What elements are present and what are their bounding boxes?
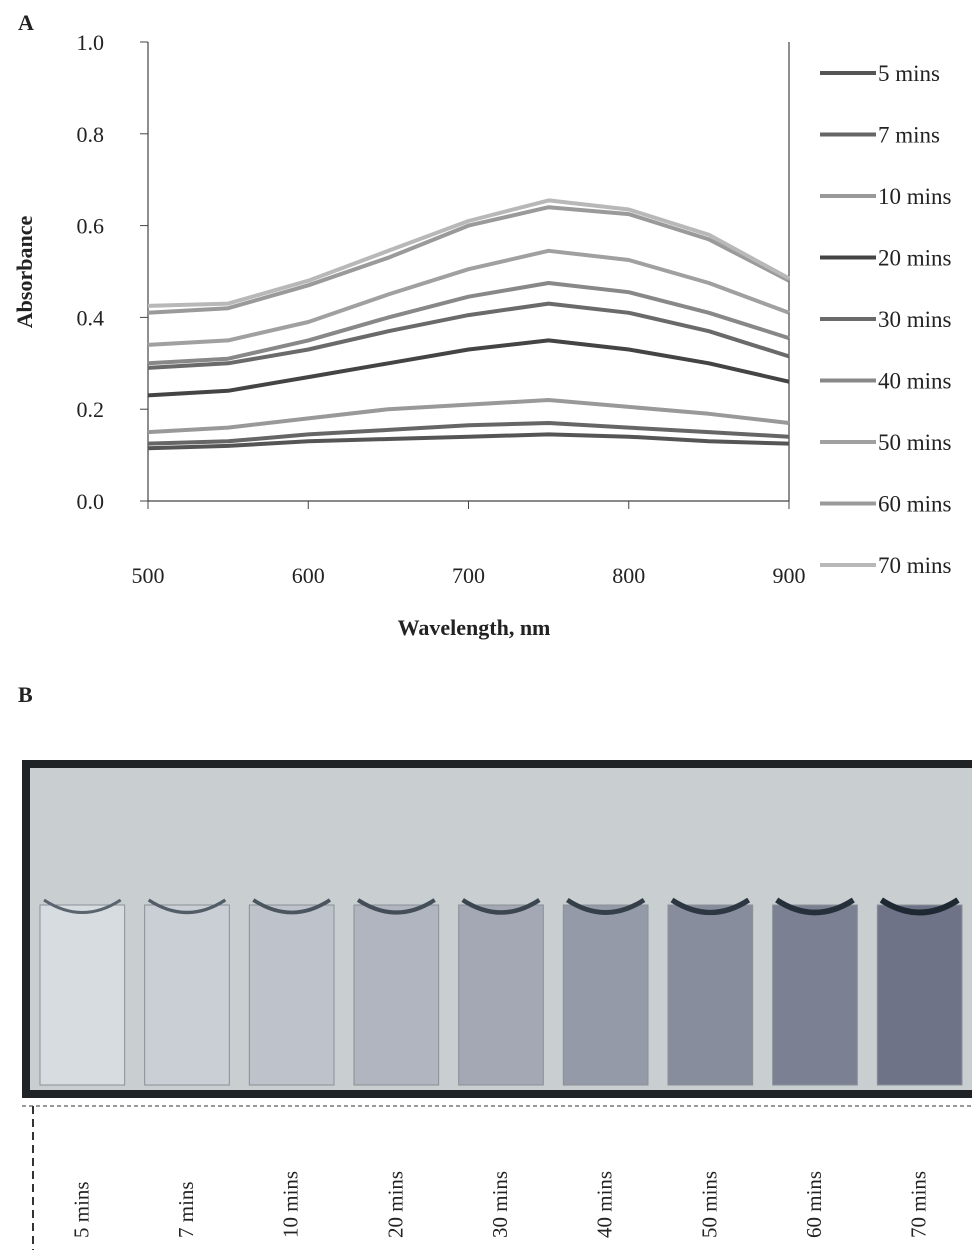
data-line — [147, 281, 790, 366]
vial-liquid — [248, 904, 335, 1086]
legend-label: 60 mins — [878, 492, 952, 517]
data-line — [147, 432, 790, 451]
y-tick-label: 1.0 — [77, 30, 105, 55]
x-axis-title: Wavelength, nm — [398, 615, 551, 640]
x-tick-label: 600 — [292, 563, 325, 588]
data-line — [147, 198, 790, 308]
vial-meniscus — [670, 897, 751, 916]
x-tick-label: 900 — [773, 563, 806, 588]
data-line — [147, 398, 790, 435]
legend-label: 10 mins — [878, 184, 952, 209]
y-tick-label: 0.6 — [77, 214, 105, 239]
data-line — [147, 421, 790, 446]
vial-liquid — [458, 904, 544, 1086]
panel-label: A — [18, 10, 34, 35]
vial-liquid — [876, 904, 963, 1086]
x-tick-label: 700 — [452, 563, 485, 588]
vial-liquid — [39, 904, 126, 1086]
x-tick-label: 500 — [132, 563, 165, 588]
vial-label: 30 mins — [488, 1171, 512, 1238]
legend-label: 70 mins — [878, 553, 952, 578]
y-tick-label: 0.2 — [77, 397, 105, 422]
legend-label: 50 mins — [878, 430, 952, 455]
data-line — [147, 338, 790, 398]
vial-label: 5 mins — [69, 1181, 93, 1238]
vial-label: 7 mins — [174, 1181, 198, 1238]
legend-label: 40 mins — [878, 369, 952, 394]
legend-label: 7 mins — [878, 123, 940, 148]
vial-meniscus — [147, 898, 227, 915]
vial-label: 70 mins — [907, 1171, 931, 1238]
vial-meniscus — [879, 897, 960, 916]
data-line — [147, 301, 790, 370]
vial-label: 10 mins — [279, 1171, 303, 1238]
vial-meniscus — [775, 897, 855, 916]
legend-label: 30 mins — [878, 307, 952, 332]
x-tick-label: 800 — [612, 563, 645, 588]
vial-label: 60 mins — [802, 1171, 826, 1238]
vial-meniscus — [43, 898, 122, 914]
vial-liquid — [772, 904, 858, 1086]
panel-label: B — [18, 682, 33, 707]
data-line — [147, 248, 790, 347]
vial-liquid — [144, 904, 230, 1086]
vial-label: 20 mins — [383, 1171, 407, 1238]
vials — [39, 897, 963, 1086]
vial-meniscus — [356, 898, 436, 915]
vial-label: 50 mins — [697, 1171, 721, 1238]
y-axis-title: Absorbance — [12, 216, 37, 329]
data-line — [147, 205, 790, 315]
legend-label: 20 mins — [878, 246, 952, 271]
vial-label: 40 mins — [593, 1171, 617, 1238]
y-tick-label: 0.4 — [77, 305, 105, 330]
vial-liquid — [667, 904, 754, 1086]
legend-label: 5 mins — [878, 61, 940, 86]
vial-liquid — [353, 904, 440, 1086]
y-tick-label: 0.8 — [77, 122, 105, 147]
vial-meniscus — [461, 898, 541, 915]
y-tick-label: 0.0 — [77, 489, 105, 514]
vial-meniscus — [252, 898, 332, 915]
vial-meniscus — [566, 897, 646, 915]
vial-liquid — [562, 904, 649, 1086]
